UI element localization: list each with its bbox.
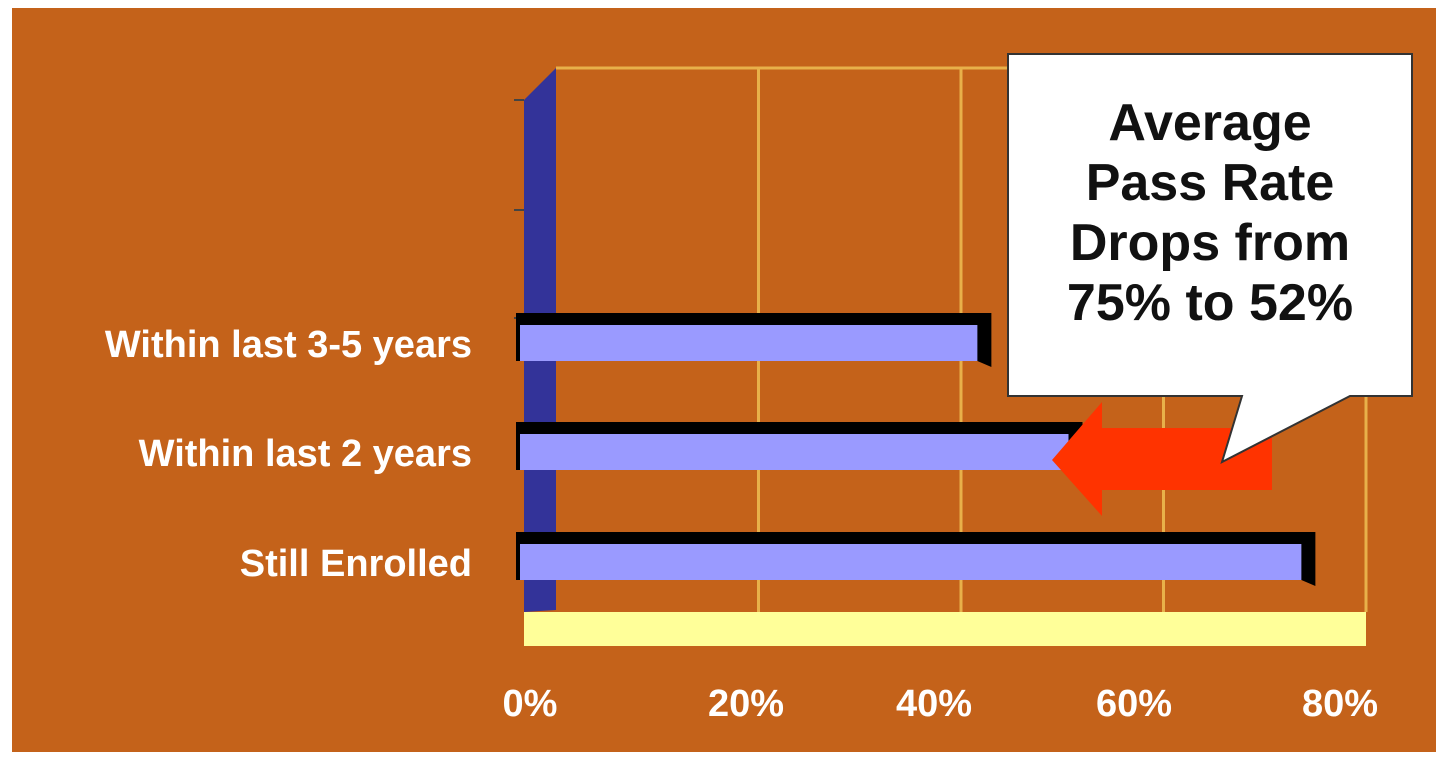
category-label: Within last 2 years (139, 433, 472, 475)
plot-area (514, 66, 1368, 646)
callout-line-4: 75% to 52% (1067, 274, 1353, 332)
x-tick-label: 80% (1302, 683, 1378, 725)
chart-floor (524, 612, 1366, 646)
callout-line-3: Drops from (1070, 214, 1350, 272)
x-tick-label: 20% (708, 683, 784, 725)
callout-bubble: Average Pass Rate Drops from 75% to 52% (1007, 53, 1413, 464)
category-label: Still Enrolled (240, 543, 472, 585)
bar (520, 434, 1069, 470)
callout-line-2: Pass Rate (1086, 154, 1335, 212)
x-tick-label: 0% (503, 683, 558, 725)
callout-line-1: Average (1108, 94, 1311, 152)
bar (520, 544, 1302, 580)
x-tick-label: 60% (1096, 683, 1172, 725)
bar (520, 325, 978, 361)
bars (516, 313, 1316, 586)
callout-shape (1007, 53, 1413, 464)
x-axis-tick-labels: 0% 20% 40% 60% 80% (503, 683, 1378, 725)
category-labels: Within last 3-5 years Within last 2 years… (105, 324, 472, 585)
x-tick-label: 40% (896, 683, 972, 725)
category-label: Within last 3-5 years (105, 324, 472, 366)
red-arrow-annotation (1052, 402, 1272, 516)
